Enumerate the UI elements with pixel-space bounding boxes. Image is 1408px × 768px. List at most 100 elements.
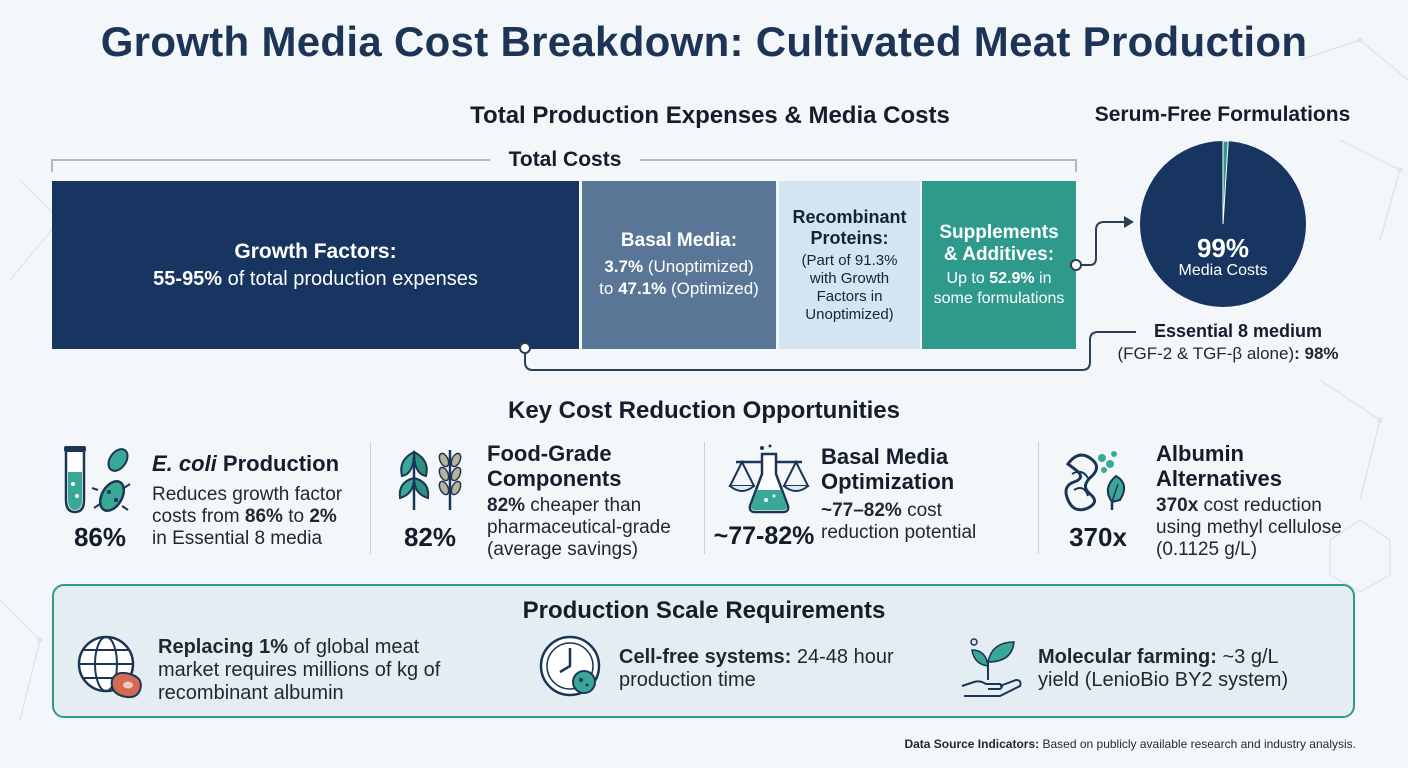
wheat-leaf-icon: [398, 450, 462, 510]
basal-media-text-3: (Optimized): [666, 279, 759, 298]
basal-media-title: Basal Media:: [620, 230, 738, 251]
opportunities-heading: Key Cost Reduction Opportunities: [507, 397, 900, 424]
scale-item-molecular: Molecular farming: ~3 g/L yield (LenioBi…: [1038, 646, 1288, 692]
footer-text: Based on publicly available research and…: [1039, 737, 1356, 751]
scale-item-albumin-1: market requires millions of kg of: [158, 659, 441, 681]
essential8-detail-text: (FGF-2 & TGF-β alone): [1117, 344, 1295, 363]
opp-title-basal-2: Optimization: [821, 469, 955, 494]
test-tube-bacteria-icon: [64, 446, 131, 514]
supplements-text-1: Up to: [946, 269, 990, 287]
supplements-text-2: in: [1034, 269, 1052, 287]
essential8-detail-value: : 98%: [1294, 344, 1339, 363]
scale-item-albumin: Replacing 1% of global meat market requi…: [158, 636, 440, 705]
opp-desc-basal: ~77–82% cost reduction potential: [821, 500, 976, 544]
opp-desc-basal-rest: cost: [901, 500, 942, 521]
pie-slice-other: [1222, 140, 1229, 225]
growth-factors-title: Growth Factors:: [234, 239, 397, 263]
opp-title-albumin-1: Albumin: [1156, 441, 1244, 466]
opp-desc-ecoli: Reduces growth factor costs from 86% to …: [152, 484, 342, 550]
opp-desc-albumin-value: 370x: [1156, 495, 1199, 516]
expenses-heading: Total Production Expenses & Media Costs: [470, 102, 950, 129]
opp-desc-basal-value: ~77–82%: [821, 500, 902, 521]
scale-item-molecular-bold: Molecular farming:: [1038, 646, 1217, 668]
growth-factors-segment: Growth Factors: 55-95% of total producti…: [52, 181, 579, 349]
basal-media-text-2: to: [599, 279, 619, 298]
opp-title-food-grade: Food-Grade Components: [487, 441, 621, 491]
supplements-text-3: some formulations: [933, 289, 1065, 307]
opp-desc-ecoli-mid: to: [282, 506, 310, 527]
opp-title-albumin-2: Alternatives: [1156, 466, 1282, 491]
opp-title-food-grade-1: Food-Grade: [487, 441, 612, 466]
globe-meat-icon: [77, 635, 142, 699]
recombinant-note-2: with Growth: [809, 269, 890, 287]
scale-item-cell-free-1: production time: [619, 669, 756, 691]
scale-item-albumin-bold: Replacing 1%: [158, 636, 289, 658]
opp-title-ecoli-italic: E. coli: [152, 451, 217, 476]
protein-leaf-icon: [1064, 451, 1126, 512]
opp-desc-albumin-2: (0.1125 g/L): [1156, 539, 1258, 560]
serum-free-pie: [1140, 140, 1306, 307]
flask-scale-icon: [728, 444, 810, 514]
recombinant-title-1: Recombinant: [792, 206, 907, 227]
opp-title-ecoli: E. coli Production: [152, 451, 339, 476]
opp-title-ecoli-rest: Production: [216, 451, 340, 476]
scale-item-albumin-rest: of global meat: [288, 636, 420, 658]
divider: [370, 442, 371, 554]
scale-item-molecular-rest: ~3 g/L: [1216, 646, 1279, 668]
pie-value: 99%: [1196, 233, 1250, 263]
supplements-title-1: Supplements: [939, 221, 1059, 243]
opp-desc-ecoli-2: costs from: [152, 506, 245, 527]
recombinant-note-3: Factors in: [816, 287, 883, 305]
scale-item-cell-free: Cell-free systems: 24-48 hour production…: [619, 646, 894, 692]
opp-value-food-grade: 82%: [403, 522, 457, 552]
hand-plant-icon: [961, 638, 1022, 697]
opp-desc-food-grade-2: (average savings): [487, 539, 639, 560]
opp-desc-food-grade-rest: cheaper than: [525, 495, 642, 516]
opp-title-food-grade-2: Components: [487, 466, 622, 491]
essential8-detail: (FGF-2 & TGF-β alone): 98%: [1098, 344, 1358, 364]
footer-bold: Data Source Indicators:: [904, 737, 1040, 751]
total-costs-label: Total Costs: [508, 148, 622, 171]
opp-desc-basal-1: reduction potential: [821, 522, 977, 543]
growth-factors-text: of total production expenses: [222, 267, 478, 290]
opp-desc-ecoli-v2: 2%: [309, 506, 337, 527]
divider: [704, 442, 705, 554]
basal-media-value-1: 3.7%: [604, 257, 644, 276]
opp-value-ecoli: 86%: [73, 522, 127, 552]
opp-title-basal: Basal Media Optimization: [821, 444, 954, 494]
scale-item-cell-free-bold: Cell-free systems:: [619, 646, 792, 668]
data-source-footer: Data Source Indicators: Based on publicl…: [904, 737, 1356, 751]
essential8-title: Essential 8 medium: [1153, 321, 1323, 341]
scale-item-cell-free-rest: 24-48 hour: [791, 646, 894, 668]
opp-desc-food-grade-value: 82%: [487, 495, 526, 516]
total-costs-bracket: [51, 159, 1077, 172]
supplements-value: 52.9%: [989, 269, 1035, 287]
supplements-title-2: & Additives:: [943, 243, 1055, 265]
scale-requirements-panel: [52, 584, 1355, 718]
opp-desc-ecoli-1: Reduces growth factor: [152, 484, 343, 505]
opp-title-basal-1: Basal Media: [821, 444, 949, 469]
basal-media-text-1: (Unoptimized): [643, 257, 754, 276]
opp-value-albumin: 370x: [1069, 522, 1127, 552]
opp-desc-ecoli-3: in Essential 8 media: [152, 528, 323, 549]
scale-item-albumin-2: recombinant albumin: [158, 682, 344, 704]
pie-label: Media Costs: [1178, 262, 1268, 279]
opp-desc-albumin-1: using methyl cellulose: [1156, 517, 1342, 538]
basal-media-segment: Basal Media: 3.7% (Unoptimized) to 47.1%…: [582, 181, 776, 349]
recombinant-title-2: Proteins:: [810, 227, 889, 248]
supplements-segment: Supplements & Additives: Up to 52.9% in …: [922, 181, 1076, 349]
opp-desc-albumin-rest: cost reduction: [1198, 495, 1322, 516]
page-title: Growth Media Cost Breakdown: Cultivated …: [100, 18, 1308, 65]
opp-desc-ecoli-v1: 86%: [244, 506, 283, 527]
clock-cell-icon: [539, 635, 601, 697]
serum-free-heading: Serum-Free Formulations: [1094, 103, 1351, 126]
opp-title-albumin: Albumin Alternatives: [1156, 441, 1282, 491]
growth-factors-value: 55-95%: [153, 267, 223, 290]
opp-desc-albumin: 370x cost reduction using methyl cellulo…: [1156, 495, 1342, 561]
opp-value-basal: ~77-82%: [713, 522, 815, 550]
recombinant-note-1: (Part of 91.3%: [801, 251, 898, 269]
scale-item-molecular-1: yield (LenioBio BY2 system): [1038, 669, 1289, 691]
opp-desc-food-grade-1: pharmaceutical-grade: [487, 517, 671, 538]
basal-media-value-2: 47.1%: [618, 279, 667, 298]
